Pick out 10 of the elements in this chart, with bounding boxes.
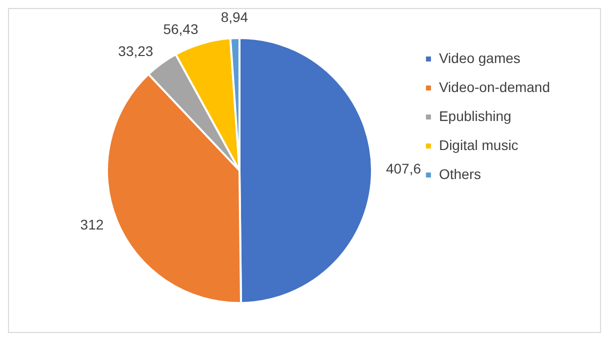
legend-label: Video-on-demand (438, 78, 550, 95)
data-label: 312 (80, 216, 104, 232)
legend-label: Others (438, 166, 481, 182)
data-label: 33,23 (118, 42, 154, 59)
legend-label: Video games (438, 50, 520, 66)
data-label: 407,6 (386, 160, 422, 177)
legend-label: Epublishing (438, 108, 512, 124)
data-label: 8,94 (220, 8, 248, 25)
data-label: 56,43 (163, 20, 198, 37)
legend-label: Digital music (438, 136, 518, 153)
